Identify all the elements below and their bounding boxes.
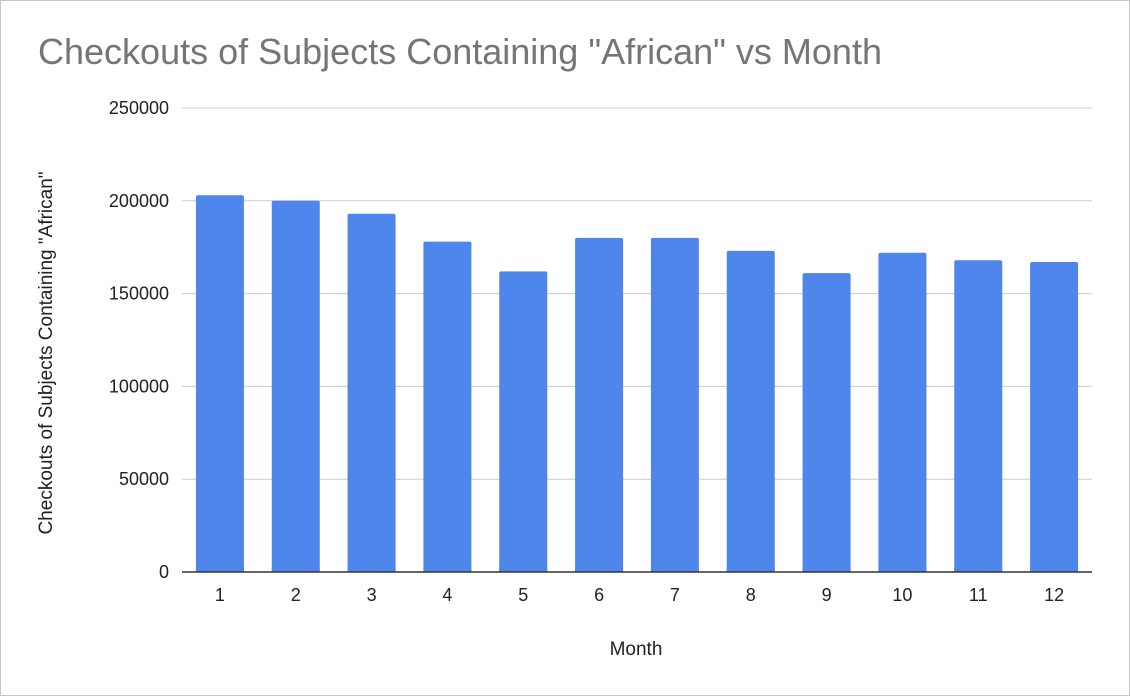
x-tick-label: 12 xyxy=(1044,585,1064,605)
bar xyxy=(575,237,624,573)
x-tick-label: 1 xyxy=(215,585,225,605)
x-tick-label: 7 xyxy=(670,585,680,605)
y-tick-label: 150000 xyxy=(109,284,169,304)
x-tick-label: 6 xyxy=(594,585,604,605)
x-tick-label: 11 xyxy=(969,585,988,605)
bar-base xyxy=(878,568,927,572)
bar-base xyxy=(650,568,699,572)
y-tick-label: 0 xyxy=(159,562,169,582)
x-tick-label: 4 xyxy=(442,585,452,605)
bar-base xyxy=(195,568,244,572)
bar xyxy=(650,237,699,573)
bar xyxy=(271,200,320,573)
x-tick-label: 5 xyxy=(518,585,528,605)
y-tick-label: 50000 xyxy=(119,469,169,489)
bar xyxy=(499,271,548,572)
bar xyxy=(423,241,472,572)
bar-base xyxy=(575,568,624,572)
bar xyxy=(802,273,851,572)
bar-base xyxy=(499,568,548,572)
y-tick-label: 250000 xyxy=(109,98,169,118)
bar xyxy=(954,260,1003,572)
bar xyxy=(347,213,396,573)
bar xyxy=(1030,262,1079,572)
chart-title: Checkouts of Subjects Containing "Africa… xyxy=(38,31,882,72)
x-axis-title: Month xyxy=(609,639,663,660)
y-tick-label: 100000 xyxy=(109,376,169,396)
bar-base xyxy=(802,568,851,572)
x-tick-label: 9 xyxy=(822,585,832,605)
x-tick-label: 8 xyxy=(746,585,756,605)
bar-base xyxy=(347,568,396,572)
bar-base xyxy=(423,568,472,572)
bar xyxy=(195,195,244,572)
y-tick-label: 200000 xyxy=(109,191,169,211)
bar-base xyxy=(1030,568,1079,572)
bar xyxy=(726,250,775,573)
bar-base xyxy=(954,568,1003,572)
x-tick-label: 2 xyxy=(291,585,301,605)
x-tick-label: 3 xyxy=(367,585,377,605)
bar-base xyxy=(726,568,775,572)
bar-base xyxy=(271,568,320,572)
x-tick-label: 10 xyxy=(892,585,912,605)
bar xyxy=(878,252,927,572)
